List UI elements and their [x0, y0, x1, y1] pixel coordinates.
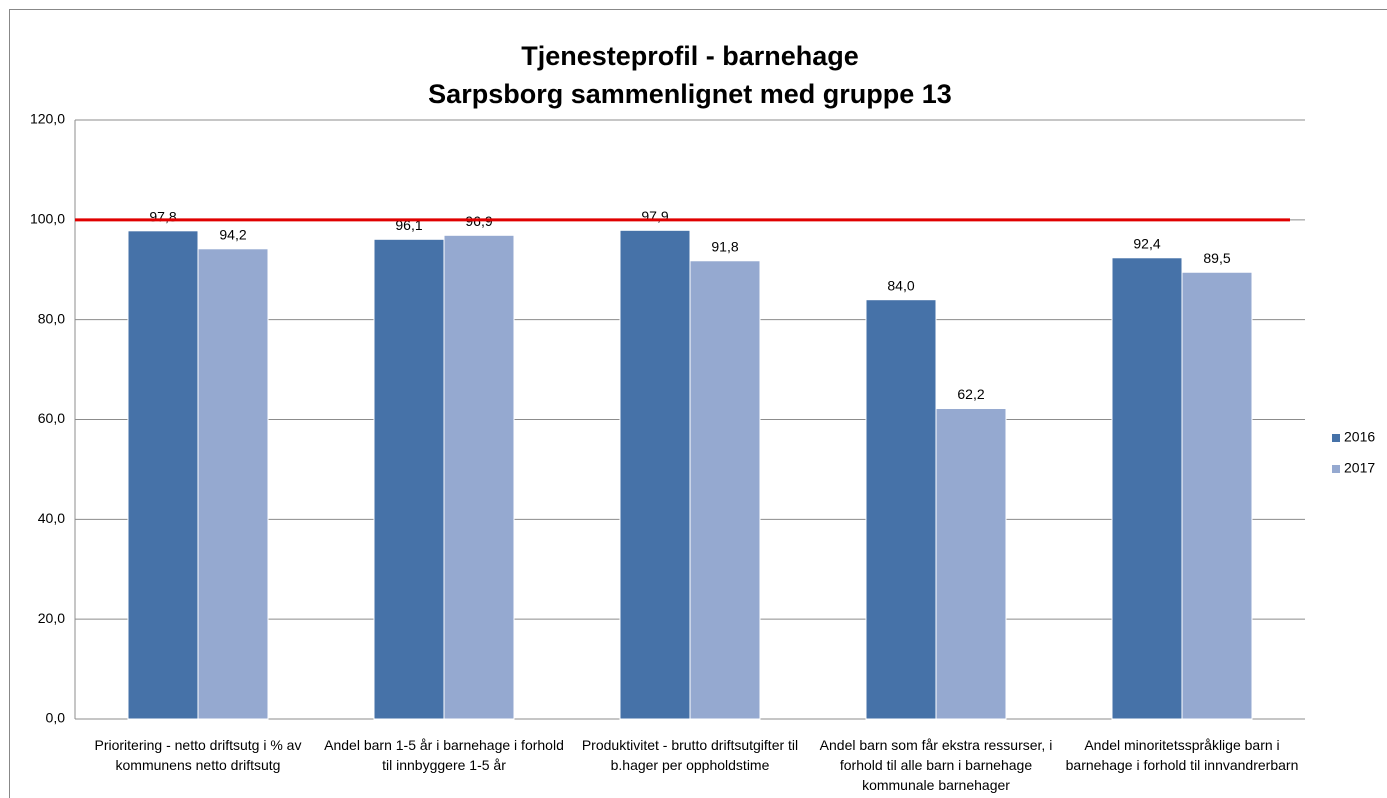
bar	[373, 238, 445, 720]
legend-swatch	[1332, 434, 1340, 442]
bar	[127, 230, 199, 720]
chart-title: Tjenesteprofil - barnehage	[521, 41, 859, 71]
y-tick-label: 60,0	[38, 410, 65, 426]
bar	[619, 229, 691, 720]
value-label: 97,9	[641, 208, 668, 224]
y-tick-label: 80,0	[38, 310, 65, 326]
y-tick-label: 0,0	[46, 710, 66, 726]
y-tick-label: 40,0	[38, 510, 65, 526]
value-label: 97,8	[149, 209, 176, 225]
x-tick-label: Andel barn 1-5 år i barnehage i forhold …	[324, 737, 564, 773]
x-tick-label: Produktivitet - brutto driftsutgifter ti…	[581, 737, 799, 773]
x-tick-label: Prioritering - netto driftsutg i % av ko…	[94, 737, 302, 773]
y-tick-label: 120,0	[30, 111, 65, 127]
legend-label: 2016	[1344, 429, 1375, 445]
chart-subtitle: Sarpsborg sammenlignet med gruppe 13	[428, 79, 952, 109]
value-label: 91,8	[711, 238, 738, 254]
y-tick-label: 100,0	[30, 211, 65, 227]
value-label: 89,5	[1203, 250, 1230, 266]
value-label: 84,0	[887, 277, 914, 293]
legend-swatch	[1332, 465, 1340, 473]
legend-label: 2017	[1344, 460, 1375, 476]
value-label: 62,2	[957, 386, 984, 402]
value-label: 92,4	[1133, 235, 1160, 251]
bar	[935, 408, 1007, 720]
chart-frame	[9, 9, 1387, 798]
x-tick-label: Andel barn som får ekstra ressurser, i f…	[819, 737, 1053, 793]
bar	[689, 260, 761, 720]
bar	[443, 234, 515, 720]
x-tick-label: Andel minoritetsspråklige barn i barneha…	[1065, 737, 1299, 773]
bar	[1181, 271, 1253, 720]
bar	[197, 248, 269, 720]
bar	[1111, 257, 1183, 720]
bar	[865, 299, 937, 720]
value-label: 94,2	[219, 226, 246, 242]
y-tick-label: 20,0	[38, 610, 65, 626]
